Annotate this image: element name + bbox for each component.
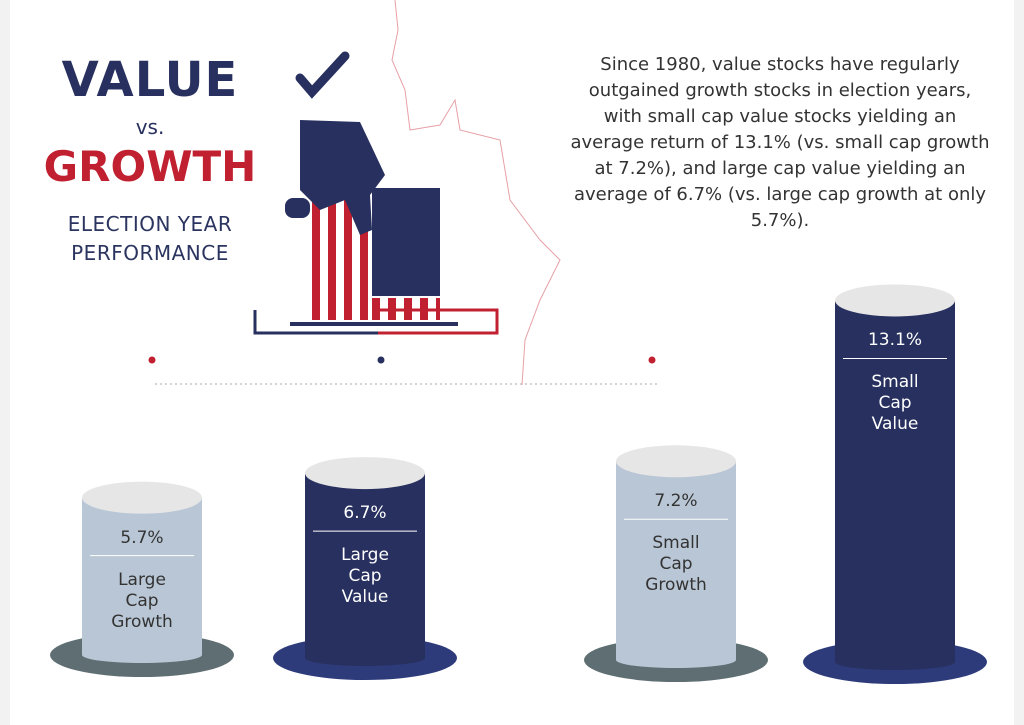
bar bbox=[835, 300, 955, 662]
subtitle: ELECTION YEAR PERFORMANCE bbox=[67, 212, 233, 265]
value-label: 6.7% bbox=[343, 503, 387, 524]
category-label: Small Cap Value bbox=[871, 372, 919, 435]
flag-canton bbox=[372, 188, 440, 296]
title-line: GROWTH bbox=[43, 142, 257, 191]
ballot-box bbox=[253, 310, 378, 335]
cylinder-bottom bbox=[82, 647, 202, 663]
check-mark bbox=[295, 51, 350, 99]
bar bbox=[305, 473, 425, 658]
category-label: Small Cap Growth bbox=[645, 533, 707, 596]
cylinder-top bbox=[82, 481, 202, 514]
value-label: 13.1% bbox=[867, 330, 922, 351]
dot bbox=[648, 356, 656, 364]
cylinder-top bbox=[835, 284, 955, 317]
side-border bbox=[0, 0, 10, 725]
side-border bbox=[1014, 0, 1024, 725]
ballot-illustration bbox=[253, 51, 499, 335]
bar bbox=[616, 461, 736, 660]
category-label: Large Cap Growth bbox=[111, 569, 173, 632]
hand bbox=[300, 120, 385, 235]
category-label: Large Cap Value bbox=[341, 545, 389, 608]
cylinder-bottom bbox=[835, 654, 955, 670]
cylinder-top bbox=[305, 457, 425, 490]
ballot-slot bbox=[290, 322, 458, 326]
thumb bbox=[285, 198, 310, 218]
value-label: 5.7% bbox=[120, 527, 164, 548]
cylinder-bottom bbox=[305, 650, 425, 666]
map-outline bbox=[391, 0, 561, 386]
title-line: VALUE bbox=[61, 52, 239, 108]
cylinder-bottom bbox=[616, 652, 736, 668]
bar bbox=[82, 497, 202, 655]
title-line: vs. bbox=[135, 115, 165, 139]
dot bbox=[377, 356, 385, 364]
cylinder-top bbox=[616, 445, 736, 478]
ballot-box bbox=[378, 308, 499, 335]
annotation: Since 1980, value stocks have regularly … bbox=[570, 54, 990, 231]
dot bbox=[148, 356, 156, 364]
value-label: 7.2% bbox=[654, 491, 698, 512]
